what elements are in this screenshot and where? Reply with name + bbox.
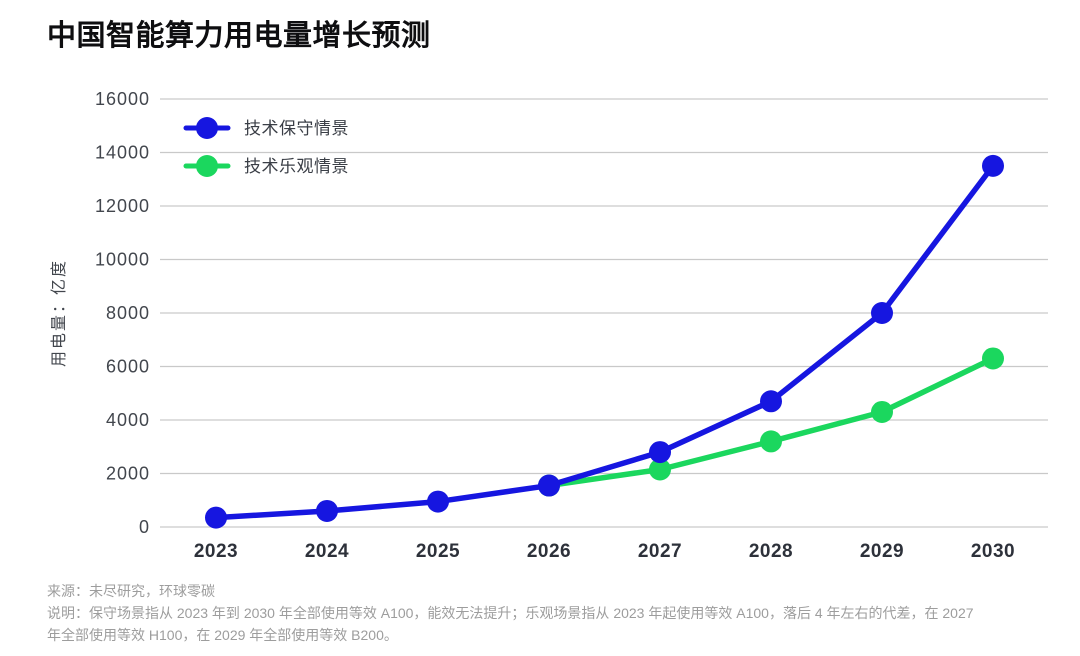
y-tick-label: 2000 bbox=[106, 464, 150, 484]
series-line-0 bbox=[213, 163, 996, 521]
data-point-series-1 bbox=[649, 458, 671, 481]
description-note-line-1: 说明：保守场景指从 2023 年到 2030 年全部使用等效 A100，能效无法… bbox=[47, 605, 974, 621]
y-tick-label: 4000 bbox=[106, 410, 150, 430]
footnotes: 来源：未尽研究，环球零碳 说明：保守场景指从 2023 年到 2030 年全部使… bbox=[47, 580, 1057, 646]
y-tick-label: 14000 bbox=[95, 143, 150, 163]
legend-marker-icon bbox=[196, 117, 218, 139]
y-tick-label: 10000 bbox=[95, 250, 150, 270]
data-point-series-0 bbox=[205, 506, 227, 529]
y-tick-label: 8000 bbox=[106, 303, 150, 323]
x-tick-label: 2027 bbox=[638, 541, 682, 562]
y-axis-title: 用电量：亿度 bbox=[50, 259, 68, 367]
data-point-series-0 bbox=[538, 474, 560, 497]
data-point-series-1 bbox=[760, 430, 782, 453]
source-note: 来源：未尽研究，环球零碳 bbox=[47, 583, 215, 599]
x-tick-label: 2024 bbox=[305, 541, 349, 562]
legend-label: 技术乐观情景 bbox=[244, 157, 349, 176]
x-tick-label: 2026 bbox=[527, 541, 571, 562]
legend-marker-icon bbox=[196, 155, 218, 177]
data-point-series-1 bbox=[871, 400, 893, 423]
data-point-series-0 bbox=[760, 390, 782, 413]
data-point-series-0 bbox=[649, 441, 671, 464]
y-tick-label: 6000 bbox=[106, 357, 150, 377]
x-tick-label: 2029 bbox=[860, 541, 904, 562]
legend-label: 技术保守情景 bbox=[244, 119, 349, 138]
x-tick-label: 2023 bbox=[194, 541, 238, 562]
description-note-line-2: 年全部使用等效 H100，在 2029 年全部使用等效 B200。 bbox=[47, 627, 398, 643]
y-tick-label: 16000 bbox=[95, 89, 150, 109]
data-point-series-1 bbox=[982, 347, 1004, 370]
x-tick-label: 2025 bbox=[416, 541, 460, 562]
y-tick-label: 0 bbox=[139, 517, 150, 537]
data-point-series-0 bbox=[871, 302, 893, 324]
y-tick-label: 12000 bbox=[95, 196, 150, 216]
x-tick-label: 2028 bbox=[749, 541, 793, 562]
data-point-series-0 bbox=[427, 490, 449, 513]
x-tick-label: 2030 bbox=[971, 541, 1015, 562]
data-point-series-0 bbox=[316, 499, 338, 522]
data-point-series-0 bbox=[982, 154, 1004, 177]
chart-title: 中国智能算力用电量增长预测 bbox=[47, 20, 431, 52]
